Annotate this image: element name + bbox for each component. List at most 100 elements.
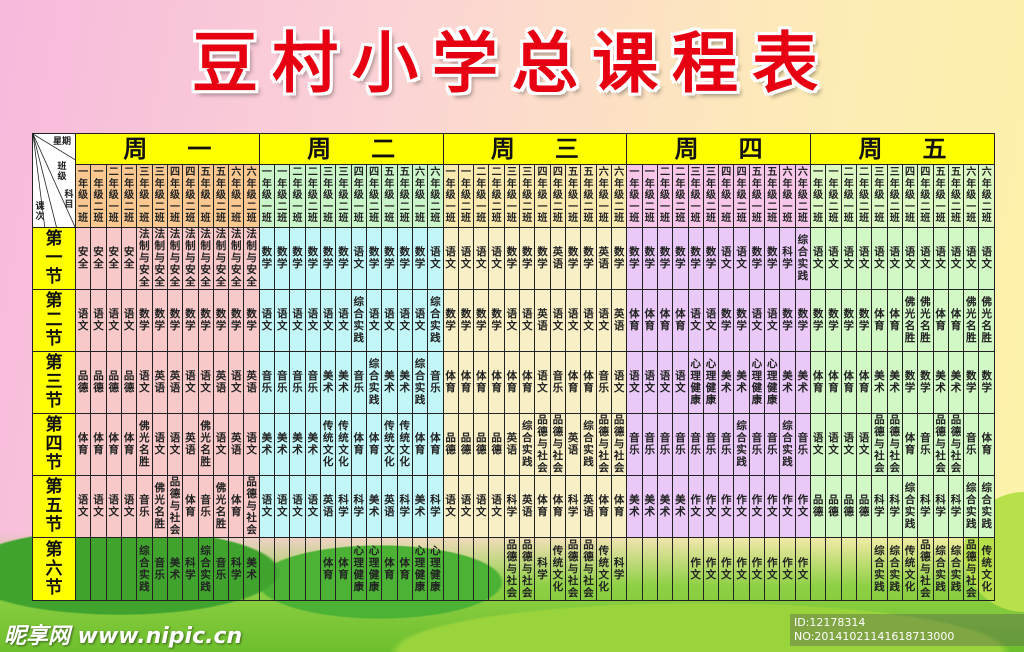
- schedule-cell: 作文: [794, 537, 812, 601]
- schedule-cell: [840, 537, 857, 601]
- class-name: 二年级二班: [859, 167, 870, 224]
- schedule-cell: 法制与安全: [136, 227, 153, 290]
- schedule-cell: 语文: [151, 413, 168, 476]
- subject-text: 科学: [185, 556, 196, 581]
- schedule-cell: 数学: [779, 289, 796, 352]
- subject-text: 佛光名胜: [139, 420, 150, 468]
- class-header: 六年级二班: [427, 164, 444, 228]
- subject-text: 数学: [858, 308, 870, 332]
- subject-text: 美术: [889, 370, 900, 394]
- schedule-cell: 语文: [519, 289, 536, 352]
- class-name: 三年级二班: [154, 167, 165, 224]
- schedule-cell: 语文: [182, 351, 199, 414]
- subject-text: 品德: [123, 370, 135, 394]
- subject-text: 品德: [858, 494, 870, 518]
- schedule-cell: 美术: [733, 351, 750, 414]
- schedule-cell: 语文: [748, 289, 766, 352]
- class-header: 一年级二班: [457, 164, 475, 228]
- subject-text: 科学: [889, 494, 900, 518]
- subject-text: 数学: [246, 308, 257, 332]
- subject-text: 语文: [123, 308, 135, 332]
- schedule-cell: 体育: [381, 537, 398, 601]
- schedule-cell: 品德: [840, 475, 857, 538]
- subject-text: 语文: [476, 246, 487, 270]
- schedule-cell: 品德: [473, 413, 490, 476]
- schedule-cell: 音乐: [151, 537, 168, 601]
- subject-text: 语文: [185, 370, 196, 394]
- schedule-cell: 体育: [626, 289, 643, 352]
- schedule-cell: 品德与社会: [595, 413, 612, 476]
- subject-text: 音乐: [751, 432, 763, 456]
- schedule-cell: 英语: [610, 289, 628, 352]
- schedule-cell: 英语: [212, 351, 230, 414]
- schedule-cell: 语文: [473, 475, 490, 538]
- schedule-cell: 数学: [411, 227, 429, 290]
- period-label: 第四节: [32, 413, 76, 476]
- subject-text: 体育: [353, 432, 365, 456]
- subject-text: 佛光名胜: [981, 296, 992, 344]
- subject-text: 体育: [506, 370, 518, 394]
- subject-text: 安全: [108, 246, 120, 270]
- subject-text: 音乐: [215, 556, 227, 581]
- schedule-cell: 音乐: [626, 413, 643, 476]
- schedule-cell: 科学: [350, 475, 367, 538]
- subject-text: 体育: [950, 308, 962, 332]
- subject-text: 语文: [736, 246, 747, 270]
- schedule-cell: 美术: [794, 351, 812, 414]
- subject-text: 语文: [537, 370, 548, 394]
- subject-text: 美术: [629, 494, 640, 518]
- schedule-cell: 综合实践: [947, 537, 965, 601]
- schedule-cell: 综合实践: [411, 351, 429, 414]
- subject-text: 佛光名胜: [215, 482, 227, 530]
- subject-text: 数学: [843, 308, 855, 332]
- subject-text: 语文: [950, 246, 962, 270]
- schedule-cell: 体育: [595, 475, 612, 538]
- schedule-cell: 英语: [549, 227, 567, 290]
- schedule-cell: 心理健康: [702, 351, 720, 414]
- schedule-cell: 美术: [779, 351, 796, 414]
- schedule-cell: 体育: [564, 351, 582, 414]
- schedule-cell: 数学: [656, 227, 674, 290]
- subject-text: 语文: [215, 432, 227, 456]
- class-header: 三年级二班: [151, 164, 168, 228]
- subject-text: 语文: [93, 494, 104, 518]
- subject-text: 科学: [935, 494, 946, 518]
- schedule-cell: 体育: [396, 537, 413, 601]
- class-header: 二年级一班: [289, 164, 306, 228]
- schedule-cell: 佛光名胜: [136, 413, 153, 476]
- subject-text: 科学: [399, 494, 410, 518]
- class-name: 二年级二班: [124, 167, 135, 224]
- schedule-cell: 数学: [319, 227, 337, 290]
- class-header: 五年级二班: [396, 164, 413, 228]
- schedule-cell: 语文: [74, 475, 92, 538]
- period-label: 第三节: [32, 351, 76, 414]
- subject-text: 作文: [782, 494, 793, 518]
- schedule-cell: 数学: [212, 289, 230, 352]
- period-label: 第六节: [32, 537, 76, 601]
- class-header: 五年级一班: [932, 164, 949, 228]
- subject-text: 语文: [721, 246, 732, 270]
- class-name: 五年级二班: [399, 167, 410, 224]
- class-name: 五年级二班: [950, 167, 961, 224]
- subject-text: 作文: [766, 494, 778, 518]
- class-name: 一年级二班: [644, 167, 655, 224]
- class-header: 五年级二班: [212, 164, 230, 228]
- subject-text: 语文: [843, 432, 855, 456]
- subject-text: 传统文化: [322, 420, 334, 468]
- subject-text: 综合实践: [981, 482, 992, 530]
- schedule-cell: 数学: [764, 227, 781, 290]
- schedule-cell: 作文: [764, 537, 781, 601]
- schedule-cell: 数学: [243, 289, 260, 352]
- schedule-cell: 美术: [304, 413, 322, 476]
- schedule-cell: 品德与社会: [580, 537, 597, 601]
- class-name: 二年级一班: [660, 167, 671, 224]
- schedule-cell: 心理健康: [365, 537, 383, 601]
- subject-text: 品德与社会: [935, 414, 946, 475]
- subject-text: 音乐: [705, 432, 717, 456]
- schedule-cell: [656, 537, 674, 601]
- schedule-cell: 音乐: [212, 537, 230, 601]
- schedule-cell: 品德: [120, 351, 138, 414]
- period-label-text: 第五节: [45, 477, 63, 535]
- subject-text: 语文: [445, 246, 456, 270]
- class-name: 四年级二班: [369, 167, 380, 224]
